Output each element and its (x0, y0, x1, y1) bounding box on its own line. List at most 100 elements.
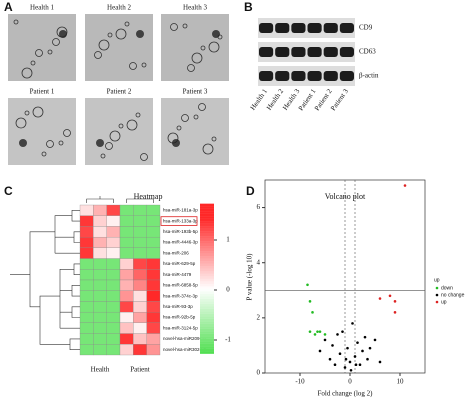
vesicle (115, 28, 127, 40)
point (393, 300, 397, 303)
gene-label: hsa-miR-4446-3p (163, 240, 198, 245)
heat-cell (79, 301, 94, 313)
plot-title: Volcano plot (325, 192, 366, 201)
y-axis-label: P value (-log 10) (246, 253, 254, 301)
colorbar-step (200, 298, 214, 302)
point (368, 346, 372, 350)
image-label: Health 2 (107, 4, 131, 12)
highlight-box (160, 216, 198, 226)
point (378, 297, 382, 300)
heat-cell (133, 333, 147, 345)
vesicle (52, 38, 60, 46)
tem-image (85, 98, 153, 165)
colorbar-step (200, 338, 214, 342)
heat-cell (106, 333, 121, 345)
dendrogram (86, 196, 154, 203)
gene-label: novel-hsa-miR209-3p (163, 336, 207, 341)
heat-cell (133, 215, 147, 227)
point (366, 357, 369, 361)
colorbar-step (200, 213, 214, 217)
heat-cell (79, 279, 94, 291)
colorbar-step (200, 278, 214, 282)
gene-label: hsa-miR-181a-3p (163, 208, 198, 213)
heat-cell (93, 226, 107, 238)
dark-blot (172, 139, 180, 147)
heatmap-title: Heatmap (134, 192, 163, 201)
vesicle (176, 125, 182, 131)
colorbar-step (200, 288, 214, 292)
point (343, 366, 347, 369)
colorbar-step (200, 331, 214, 334)
gene-label: hsa-miR-629-5p (163, 261, 196, 266)
heat-cell (146, 311, 161, 324)
vesicle (182, 23, 188, 29)
colorbar-step (200, 346, 214, 349)
colorbar-step (200, 226, 214, 229)
gene-label: hsa-miR-133a-3p (163, 218, 198, 223)
heat-cell (106, 215, 121, 227)
heat-cell (119, 279, 134, 291)
heat-cell (133, 269, 147, 281)
heat-cell (146, 215, 161, 227)
point (316, 330, 319, 333)
gene-label: novel-hsa-miR302-5p (163, 347, 207, 352)
colorbar-step (200, 203, 214, 207)
vesicle (13, 19, 19, 25)
y-tick-label: 0 (257, 369, 261, 377)
dendrogram (71, 285, 80, 297)
heat-cell (133, 236, 147, 249)
blot-band (275, 71, 290, 81)
heat-cell (93, 344, 107, 356)
point (388, 294, 392, 298)
heat-cell (119, 226, 134, 238)
dark-blot (212, 30, 220, 38)
heat-cell (106, 301, 121, 313)
heat-cell (146, 279, 161, 291)
point (333, 363, 337, 367)
gene-label: hsa-miR-206 (163, 250, 189, 255)
lane-label: Patient 3 (329, 87, 350, 112)
y-tick-label: 2 (257, 313, 261, 321)
heat-cell (106, 290, 121, 302)
vesicle (202, 143, 214, 155)
panel-label: A (4, 0, 13, 14)
colorbar-step (200, 266, 214, 269)
vesicle (181, 114, 189, 122)
vesicle (141, 62, 147, 68)
vesicle (94, 51, 102, 59)
blot-band (291, 23, 306, 33)
heat-cell (93, 322, 107, 334)
vesicle (98, 39, 110, 51)
image-label: Patient 2 (107, 88, 132, 96)
heat-cell (93, 204, 107, 216)
gene-label: hsa-miR-92b-5p (163, 315, 196, 320)
blot-band (339, 23, 354, 33)
vesicle (105, 142, 113, 150)
heat-cell (93, 301, 107, 313)
heat-cell (106, 344, 121, 356)
blot-band (259, 23, 274, 33)
heat-cell (133, 301, 147, 313)
point (363, 335, 367, 339)
dendrogram (71, 210, 80, 222)
heat-cell (119, 215, 134, 227)
point (308, 330, 312, 333)
legend-marker (435, 293, 439, 297)
colorbar-step (200, 318, 214, 322)
point (403, 184, 407, 187)
colorbar-step (200, 276, 214, 279)
colorbar-step (200, 208, 214, 212)
heat-cell (119, 269, 134, 281)
heat-cell (146, 258, 161, 270)
heat-cell (133, 204, 147, 216)
heat-cell (106, 311, 121, 324)
colorbar-step (200, 236, 214, 239)
heat-cell (146, 269, 161, 281)
point (338, 352, 342, 356)
blot-band (275, 23, 290, 33)
dendrogram (10, 215, 80, 345)
x-tick-label: -10 (295, 378, 305, 386)
image-label: Patient 1 (30, 88, 55, 96)
gene-label: hsa-miR-4479 (163, 272, 192, 277)
heat-cell (93, 269, 107, 281)
